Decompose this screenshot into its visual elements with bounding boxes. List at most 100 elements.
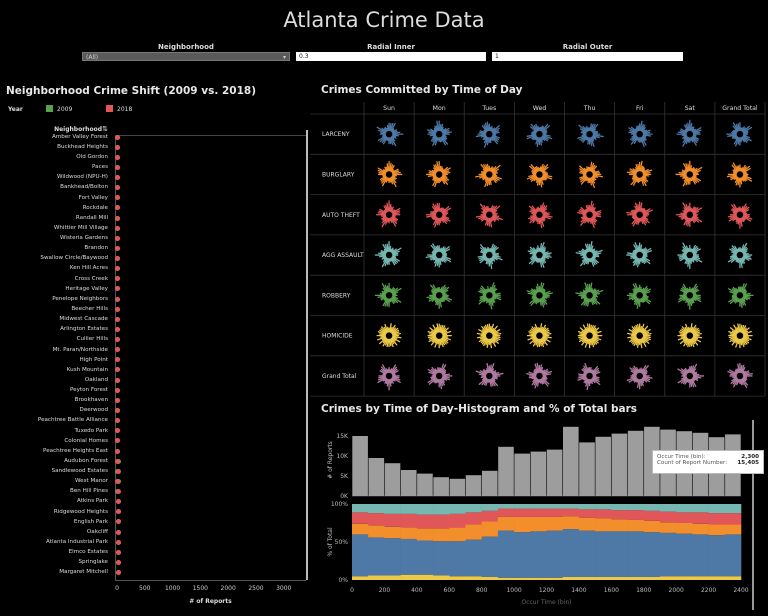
radial-spoke — [642, 256, 651, 262]
radial-spoke — [730, 255, 737, 260]
radial-spoke — [592, 250, 596, 253]
radial-spoke — [540, 137, 543, 143]
radial-spoke — [531, 132, 536, 135]
pct-bar-segment — [449, 513, 466, 528]
radial-spoke — [731, 288, 738, 294]
radial-spoke — [637, 178, 640, 183]
radial-spoke — [742, 136, 749, 142]
radial-ring — [735, 331, 745, 340]
radial-spoke — [490, 167, 494, 172]
radial-spoke — [440, 167, 444, 172]
radial-spoke — [490, 137, 493, 141]
radial-spoke — [481, 377, 487, 381]
radial-glyph — [728, 323, 753, 349]
radial-spoke — [582, 136, 588, 143]
radial-spoke — [642, 369, 648, 374]
radial-spoke — [684, 168, 688, 172]
radial-spoke — [591, 289, 594, 293]
radial-spoke — [677, 336, 687, 341]
radial-spoke — [743, 335, 750, 338]
radial-spoke — [428, 170, 436, 174]
radial-spoke — [640, 288, 643, 292]
radial-spoke — [592, 250, 598, 254]
radial-spoke — [442, 129, 450, 134]
radial-ring — [384, 291, 394, 300]
pct-bar-segment — [692, 512, 709, 524]
radial-spoke — [642, 297, 651, 305]
radial-spoke — [742, 127, 746, 132]
radial-spoke — [593, 289, 604, 295]
radial-spoke — [441, 166, 448, 173]
radial-spoke — [492, 216, 497, 221]
radial-spoke — [580, 257, 588, 267]
radial-spoke — [382, 135, 386, 138]
radial-spoke — [442, 131, 453, 135]
radial-spoke — [435, 298, 439, 306]
pct-bar-segment — [708, 524, 726, 536]
radial-spoke — [591, 338, 596, 346]
pct-bar-segment — [368, 504, 385, 514]
pct-bar-segment — [643, 576, 661, 580]
radial-spoke — [392, 170, 400, 174]
radial-spoke — [735, 217, 739, 223]
shift-scrollbar[interactable] — [306, 130, 308, 580]
pct-bar-segment — [481, 576, 499, 580]
radial-spoke — [729, 291, 737, 295]
radial-glyph — [475, 121, 500, 148]
radial-spoke — [642, 248, 652, 254]
radial-spoke — [591, 123, 596, 131]
radial-row-label: HOMICIDE — [322, 333, 353, 340]
radial-spoke — [735, 339, 740, 348]
radial-spoke — [693, 129, 702, 134]
pct-bar-segment — [724, 504, 742, 514]
neighborhood-select[interactable]: (All) ▾ — [82, 52, 290, 61]
radial-spoke — [377, 376, 386, 381]
neighborhood-label: Audubon Forest — [64, 457, 108, 464]
radial-spoke — [431, 337, 437, 343]
radial-spoke — [693, 207, 703, 214]
pct-bar-segment — [449, 527, 466, 542]
hist-bar — [481, 470, 498, 496]
radial-glyph — [375, 200, 401, 228]
radial-spoke — [530, 176, 537, 182]
radial-spoke — [641, 365, 649, 374]
radial-spoke — [490, 338, 497, 347]
radial-spoke — [586, 137, 589, 141]
neighborhood-header[interactable]: Neighborhood ⇅ — [10, 125, 108, 134]
pct-bar-segment — [352, 576, 369, 580]
radial-spoke — [682, 177, 689, 187]
radial-spoke — [693, 292, 697, 295]
hist-y-label: # of Reports — [327, 441, 334, 479]
sort-icon[interactable]: ⇅ — [102, 125, 108, 133]
radial-spoke — [493, 372, 504, 376]
radial-inner-input[interactable]: 0.3 — [296, 52, 486, 61]
neighborhood-label: Old Gordon — [76, 154, 108, 161]
radial-spoke — [575, 292, 586, 296]
radial-spoke — [593, 376, 600, 379]
radial-spoke — [482, 176, 487, 181]
radial-spoke — [384, 126, 388, 131]
radial-spoke — [441, 378, 445, 381]
radial-spoke — [392, 333, 402, 336]
shift-point-2018 — [115, 448, 121, 454]
hist-x-label: Occur Time (bin) — [521, 599, 571, 606]
shift-x-tick: 500 — [139, 585, 151, 592]
radial-row-label: AUTO THEFT — [322, 212, 360, 219]
radial-spoke — [442, 215, 450, 219]
radial-spoke — [389, 339, 394, 348]
radial-spoke — [377, 295, 386, 298]
radial-spoke — [391, 209, 396, 213]
radial-spoke — [540, 339, 545, 348]
radial-spoke — [442, 296, 453, 301]
neighborhood-label: Atkins Park — [76, 498, 108, 505]
hist-x-tick: 1800 — [636, 587, 651, 594]
radial-spoke — [741, 164, 746, 172]
radial-spoke — [639, 137, 642, 143]
radial-glyph — [426, 284, 453, 309]
radial-spoke — [486, 163, 490, 171]
radial-spoke — [687, 218, 690, 227]
radial-spoke — [578, 335, 586, 339]
radial-spoke — [385, 204, 389, 212]
radial-spoke — [431, 366, 437, 374]
radial-outer-input[interactable]: 1 — [492, 52, 683, 61]
